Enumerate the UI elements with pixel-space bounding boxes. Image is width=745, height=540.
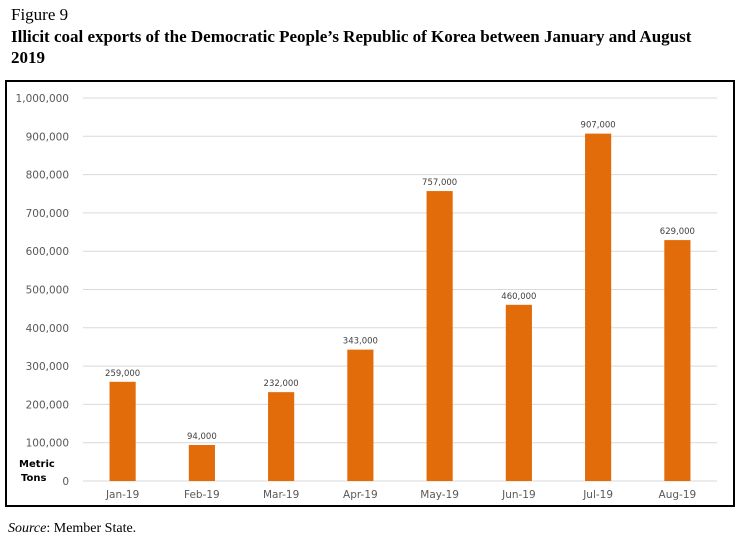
y-axis-ticks: 0 100,000 200,000 300,000 400,000 500,000 600,… bbox=[16, 93, 69, 488]
y-tick-label: 600,000 bbox=[26, 246, 69, 258]
x-tick-label: Jul-19 bbox=[582, 489, 613, 501]
x-tick-label: May-19 bbox=[420, 489, 459, 501]
y-tick-label: 200,000 bbox=[26, 399, 69, 411]
bar-mar-19 bbox=[268, 392, 295, 481]
x-tick-label: Apr-19 bbox=[343, 489, 378, 501]
data-label: 460,000 bbox=[501, 292, 536, 302]
y-tick-label: 1,000,000 bbox=[16, 93, 69, 105]
source-text: : Member State. bbox=[46, 521, 137, 536]
y-axis-unit-line-2: Tons bbox=[21, 473, 46, 484]
x-tick-label: Aug-19 bbox=[659, 489, 697, 501]
data-label: 907,000 bbox=[581, 121, 616, 131]
data-label: 629,000 bbox=[660, 227, 695, 237]
data-label: 259,000 bbox=[105, 369, 140, 379]
gridlines bbox=[83, 97, 717, 482]
x-axis-ticks: Jan-19 Feb-19 Mar-19 Apr-19 May-19 Jun-19 Jul-… bbox=[105, 489, 696, 501]
y-tick-label: 100,000 bbox=[26, 438, 69, 450]
source-note: Source: Member State. bbox=[8, 521, 136, 537]
figure-title: Illicit coal exports of the Democratic P… bbox=[11, 27, 692, 67]
bar-feb-19 bbox=[188, 444, 215, 481]
y-tick-label: 0 bbox=[62, 476, 69, 488]
y-tick-label: 500,000 bbox=[26, 285, 69, 297]
x-tick-label: Jan-19 bbox=[105, 489, 139, 501]
bar-chart: 0 100,000 200,000 300,000 400,000 500,000 600,… bbox=[16, 93, 717, 501]
y-tick-label: 800,000 bbox=[26, 170, 69, 182]
data-labels: 259,000 94,000 232,000 343,000 757,000 460,00… bbox=[105, 121, 695, 442]
data-label: 94,000 bbox=[187, 432, 217, 442]
chart-frame: 0 100,000 200,000 300,000 400,000 500,000 600,… bbox=[5, 80, 735, 507]
bars bbox=[109, 133, 691, 481]
y-tick-label: 900,000 bbox=[26, 131, 69, 143]
x-tick-label: Mar-19 bbox=[263, 489, 299, 501]
source-prefix: Source bbox=[8, 521, 47, 536]
bar-may-19 bbox=[426, 191, 453, 481]
y-tick-label: 300,000 bbox=[26, 361, 69, 373]
x-tick-label: Feb-19 bbox=[184, 489, 220, 501]
figure-label: Figure 9 bbox=[11, 5, 69, 24]
bar-jan-19 bbox=[109, 381, 136, 481]
y-tick-label: 700,000 bbox=[26, 208, 69, 220]
data-label: 757,000 bbox=[422, 178, 457, 188]
bar-apr-19 bbox=[347, 349, 374, 481]
data-label: 232,000 bbox=[264, 379, 299, 389]
bar-jul-19 bbox=[585, 133, 612, 481]
data-label: 343,000 bbox=[343, 337, 378, 347]
y-axis-unit-line-1: Metric bbox=[19, 459, 55, 470]
bar-aug-19 bbox=[664, 240, 691, 481]
bar-jun-19 bbox=[505, 304, 532, 481]
y-tick-label: 400,000 bbox=[26, 323, 69, 335]
x-tick-label: Jun-19 bbox=[501, 489, 536, 501]
